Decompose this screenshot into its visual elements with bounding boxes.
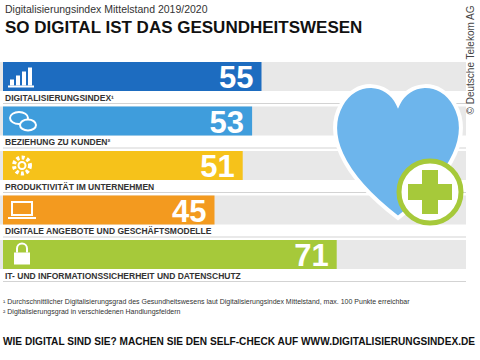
row-icon bbox=[10, 112, 36, 131]
labels: 55 DIGITALISIERUNGSINDEX¹ 53 BEZIEHUNG ZU K… bbox=[5, 60, 329, 281]
icon-gear-hub bbox=[19, 162, 26, 169]
row-icon bbox=[14, 244, 30, 265]
data-label: 45 bbox=[172, 194, 206, 229]
icon-gear bbox=[14, 158, 30, 174]
row-rule bbox=[3, 237, 466, 238]
icon-bar bbox=[16, 76, 20, 86]
title: SO DIGITAL IST DAS GESUNDHEITSWESEN bbox=[5, 18, 362, 37]
copyright: © Deutsche Telekom AG bbox=[465, 5, 476, 114]
category-label: IT- UND INFORMATIONSSICHERHEIT UND DATEN… bbox=[5, 271, 241, 281]
cross-horizontal bbox=[408, 184, 452, 200]
chart: Digitalisierungsindex Mittelstand 2019/2… bbox=[0, 0, 480, 360]
data-label: 51 bbox=[200, 149, 234, 184]
footnote: ¹ Durchschnittlicher Digitalisierungsgra… bbox=[3, 298, 410, 306]
data-label: 71 bbox=[294, 238, 328, 273]
footnote: ² Digitalisierungsgrad in verschiedenen … bbox=[3, 308, 181, 316]
icon-bar bbox=[22, 72, 26, 86]
row-icon bbox=[8, 202, 36, 218]
icon-shackle bbox=[17, 244, 27, 253]
subtitle: Digitalisierungsindex Mittelstand 2019/2… bbox=[5, 3, 208, 15]
row-band bbox=[0, 240, 466, 269]
icon-bar bbox=[10, 80, 14, 86]
icon-bar bbox=[28, 68, 32, 86]
cross-circle bbox=[399, 161, 461, 223]
background bbox=[0, 0, 480, 360]
icon-keyboard bbox=[8, 217, 36, 219]
data-label: 53 bbox=[210, 105, 244, 140]
category-label: DIGITALE ANGEBOTE UND GESCHÄFTSMODELLE bbox=[5, 226, 212, 236]
category-label: PRODUKTIVITÄT IM UNTERNEHMEN bbox=[5, 182, 154, 192]
category-label: BEZIEHUNG ZU KUNDEN² bbox=[5, 137, 110, 147]
bar bbox=[3, 240, 337, 269]
icon-base bbox=[8, 86, 34, 88]
heart-icon bbox=[335, 86, 461, 223]
icon-screen bbox=[12, 202, 32, 215]
icon-bubble bbox=[20, 120, 36, 131]
bars bbox=[3, 62, 337, 269]
icon-lock-body bbox=[14, 253, 30, 265]
row-icon bbox=[8, 68, 34, 87]
data-label: 55 bbox=[219, 60, 253, 95]
row-rule bbox=[3, 281, 466, 282]
call-to-action: WIE DIGITAL SIND SIE? MACHEN SIE DEN SEL… bbox=[3, 336, 475, 347]
icons bbox=[8, 68, 36, 265]
row-icon bbox=[14, 158, 30, 174]
category-label: DIGITALISIERUNGSINDEX¹ bbox=[5, 93, 114, 103]
